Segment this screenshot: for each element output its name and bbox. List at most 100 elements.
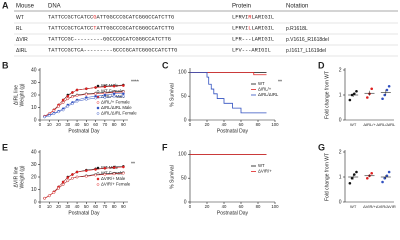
data-point bbox=[366, 96, 369, 99]
data-point bbox=[103, 173, 107, 176]
y-tick-label: 50 bbox=[181, 94, 187, 100]
y-axis-label: Fold change from WT bbox=[324, 153, 330, 201]
data-point bbox=[71, 173, 74, 176]
legend-label: ΔIRL/ΔIRL bbox=[258, 92, 279, 97]
dna-segment: ATTGGCCCGCATCGGGCCATCTTG bbox=[97, 26, 175, 32]
x-tick-label: 80 bbox=[256, 204, 261, 209]
data-point bbox=[348, 98, 352, 102]
x-tick-label: 50 bbox=[84, 122, 89, 127]
y-tick-label: 30 bbox=[31, 162, 37, 168]
x-tick-label: WT bbox=[350, 204, 357, 209]
x-tick-label: 20 bbox=[205, 204, 210, 209]
data-point bbox=[352, 92, 356, 96]
y-tick-label: 0 bbox=[184, 117, 187, 123]
data-point bbox=[103, 93, 107, 97]
x-tick-label: 100 bbox=[271, 204, 279, 209]
dna-sequence: TATTCCGCTCATCCGATTGGCCCGCATCGGGCCATCTTG bbox=[48, 15, 174, 21]
y-tick-label: 1 bbox=[339, 92, 342, 98]
y-tick-label: 20 bbox=[31, 92, 37, 98]
table-header: Protein bbox=[232, 4, 251, 10]
y-tick-label: 1 bbox=[339, 174, 342, 180]
data-point bbox=[94, 168, 97, 171]
data-point bbox=[75, 99, 79, 103]
data-point bbox=[75, 175, 79, 179]
data-point bbox=[94, 92, 97, 96]
legend-swatch bbox=[96, 84, 100, 88]
y-tick-label: 50 bbox=[181, 176, 187, 182]
data-point bbox=[61, 98, 65, 102]
x-tick-label: 20 bbox=[56, 204, 61, 209]
table-header: Mouse bbox=[16, 4, 35, 10]
notation: p.V1616_R1618del bbox=[286, 37, 329, 43]
y-tick-label: 10 bbox=[31, 105, 37, 111]
data-point bbox=[66, 97, 70, 101]
dna-sequence: TATTCCGC---------GGCCCGCATCGGGCCATCTTG bbox=[48, 37, 171, 43]
panel-letter: E bbox=[2, 142, 8, 152]
protein-segment: LFR---LARIGIL bbox=[232, 37, 274, 43]
panel-letter: B bbox=[2, 60, 9, 70]
data-point bbox=[370, 171, 374, 175]
x-tick-label: 30 bbox=[65, 204, 70, 209]
survival-curve bbox=[190, 71, 267, 76]
x-axis-label: Postnatal Day bbox=[68, 128, 100, 134]
protein-sequence: LFRVILLARIGIL bbox=[232, 26, 274, 32]
x-axis-label: Postnatal Day bbox=[68, 210, 100, 216]
dna-segment: G bbox=[93, 15, 96, 21]
x-tick-label: 80 bbox=[112, 122, 117, 127]
x-tick-label: 40 bbox=[75, 122, 80, 127]
legend-swatch bbox=[96, 90, 100, 93]
panel-letter: G bbox=[318, 142, 325, 152]
protein-segment: LFRVI bbox=[232, 15, 248, 21]
table-header: DNA bbox=[48, 4, 61, 10]
data-point bbox=[66, 179, 70, 183]
x-tick-label: 80 bbox=[256, 122, 261, 127]
legend-swatch bbox=[96, 112, 100, 115]
data-point bbox=[57, 110, 60, 114]
data-point bbox=[387, 170, 391, 174]
data-point bbox=[52, 191, 56, 194]
x-tick-label: ΔVIR/ΔVIR bbox=[376, 204, 396, 209]
legend-label: WT-Female bbox=[101, 89, 124, 94]
y-tick-label: 2 bbox=[339, 149, 342, 155]
data-point bbox=[61, 108, 65, 112]
significance: ** bbox=[278, 79, 282, 85]
data-point bbox=[47, 114, 51, 117]
legend-swatch bbox=[96, 183, 100, 186]
data-point bbox=[66, 104, 70, 108]
protein-segment: R bbox=[248, 15, 252, 21]
data-point bbox=[112, 84, 116, 88]
x-tick-label: 50 bbox=[84, 204, 89, 209]
y-tick-label: 2 bbox=[339, 67, 342, 73]
data-point bbox=[43, 196, 46, 200]
x-tick-label: WT bbox=[350, 122, 357, 127]
data-point bbox=[52, 109, 56, 112]
x-tick-label: 20 bbox=[205, 122, 210, 127]
data-point bbox=[366, 176, 369, 180]
dna-sequence: TATTCCGCTCA---------GCCCGCATCGGGCCATCTTG bbox=[48, 48, 177, 54]
data-point bbox=[75, 88, 79, 92]
y-tick-label: 40 bbox=[31, 149, 37, 155]
protein-segment: LARIGIL bbox=[251, 15, 274, 21]
legend-label: ΔIRL/ΔIRL Male bbox=[101, 105, 132, 110]
dna-segment: TATTCCGC---------GGCCCGCATCGGGCCATCTTG bbox=[48, 37, 171, 43]
y-tick-label: 30 bbox=[31, 80, 37, 86]
data-point bbox=[122, 94, 125, 98]
y-tick-label: 0 bbox=[184, 199, 187, 205]
legend-label: WT-Male bbox=[101, 83, 119, 88]
mouse-label: WT bbox=[16, 15, 24, 21]
mouse-label: RL bbox=[16, 26, 23, 32]
significance: ** bbox=[131, 161, 135, 167]
data-point bbox=[381, 97, 384, 101]
dna-segment: T bbox=[93, 26, 97, 32]
data-point bbox=[57, 104, 60, 108]
data-point bbox=[122, 84, 125, 87]
figure: A Mouse DNA Protein Notation WT TATTCCGCTCATC… bbox=[0, 0, 400, 220]
x-tick-label: 40 bbox=[75, 204, 80, 209]
page: {"table": {"headers": ["Mouse", "DNA", "… bbox=[0, 0, 400, 220]
data-point bbox=[112, 172, 116, 176]
data-point bbox=[75, 170, 79, 174]
x-tick-label: 100 bbox=[271, 122, 279, 127]
data-point bbox=[355, 89, 358, 93]
background bbox=[0, 0, 400, 220]
legend-label: ΔVIR/+ Female bbox=[101, 182, 131, 187]
